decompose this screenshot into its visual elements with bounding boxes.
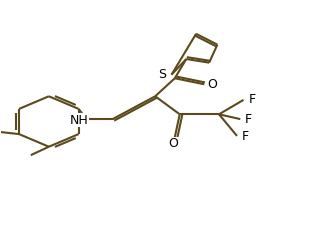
Text: F: F: [245, 113, 252, 126]
Text: O: O: [168, 137, 178, 150]
Text: F: F: [248, 93, 256, 106]
Text: S: S: [158, 68, 166, 81]
Text: NH: NH: [69, 114, 88, 127]
Text: F: F: [242, 130, 249, 143]
Text: O: O: [208, 78, 217, 91]
